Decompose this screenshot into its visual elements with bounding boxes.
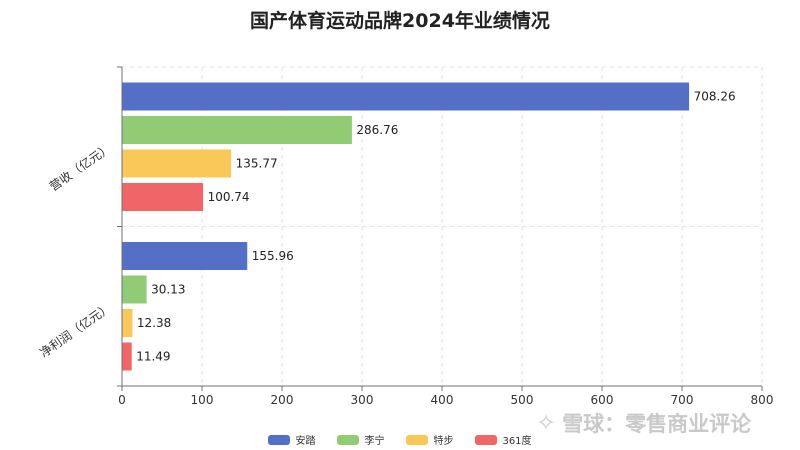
x-tick-label: 400: [431, 393, 454, 407]
legend-item[interactable]: 安踏: [268, 432, 315, 447]
x-tick-label: 700: [671, 393, 694, 407]
bar: [122, 183, 204, 211]
grid-lines: [122, 66, 763, 386]
data-label: 11.49: [136, 350, 170, 364]
bar: [122, 149, 232, 178]
bar: [122, 342, 132, 371]
x-tick-label: 500: [511, 393, 534, 407]
legend: 安踏 李宁 特步 361度: [0, 432, 800, 447]
category-label: 净利润（亿元）: [37, 300, 114, 360]
data-label: 708.26: [694, 90, 736, 104]
x-tick-label: 600: [591, 393, 614, 407]
bar: [122, 275, 147, 304]
bar: [122, 242, 248, 270]
category-label: 营收（亿元）: [46, 140, 114, 194]
x-tick-label: 800: [751, 393, 774, 407]
x-tick-label: 100: [191, 393, 214, 407]
axes: [117, 66, 763, 391]
data-label: 155.96: [252, 249, 294, 263]
legend-label: 安踏: [295, 436, 316, 447]
bar: [122, 116, 352, 144]
x-tick-label: 300: [351, 393, 374, 407]
legend-swatch: [337, 434, 360, 445]
data-label: 135.77: [236, 157, 278, 171]
data-label: 30.13: [151, 283, 185, 297]
legend-label: 李宁: [364, 436, 385, 447]
bars: [122, 82, 690, 371]
legend-swatch: [475, 434, 498, 445]
chart-title: 国产体育运动品牌2024年业绩情况: [250, 10, 550, 32]
legend-item[interactable]: 361度: [475, 432, 532, 447]
legend-item[interactable]: 李宁: [337, 432, 384, 447]
x-tick-label: 0: [118, 393, 126, 407]
legend-label: 361度: [502, 436, 532, 447]
data-label: 12.38: [137, 316, 171, 330]
bar: [122, 82, 690, 111]
legend-swatch: [268, 434, 291, 445]
data-label: 286.76: [356, 123, 398, 137]
legend-item[interactable]: 特步: [406, 432, 453, 447]
watermark: ✧ 雪球：零售商业评论: [536, 408, 751, 438]
legend-label: 特步: [433, 436, 454, 447]
bar: [122, 309, 133, 337]
data-label: 100.74: [208, 190, 250, 204]
snowball-logo-icon: ✧: [536, 409, 557, 437]
legend-swatch: [406, 434, 429, 445]
x-tick-label: 200: [271, 393, 294, 407]
watermark-text: 雪球：零售商业评论: [562, 412, 752, 436]
